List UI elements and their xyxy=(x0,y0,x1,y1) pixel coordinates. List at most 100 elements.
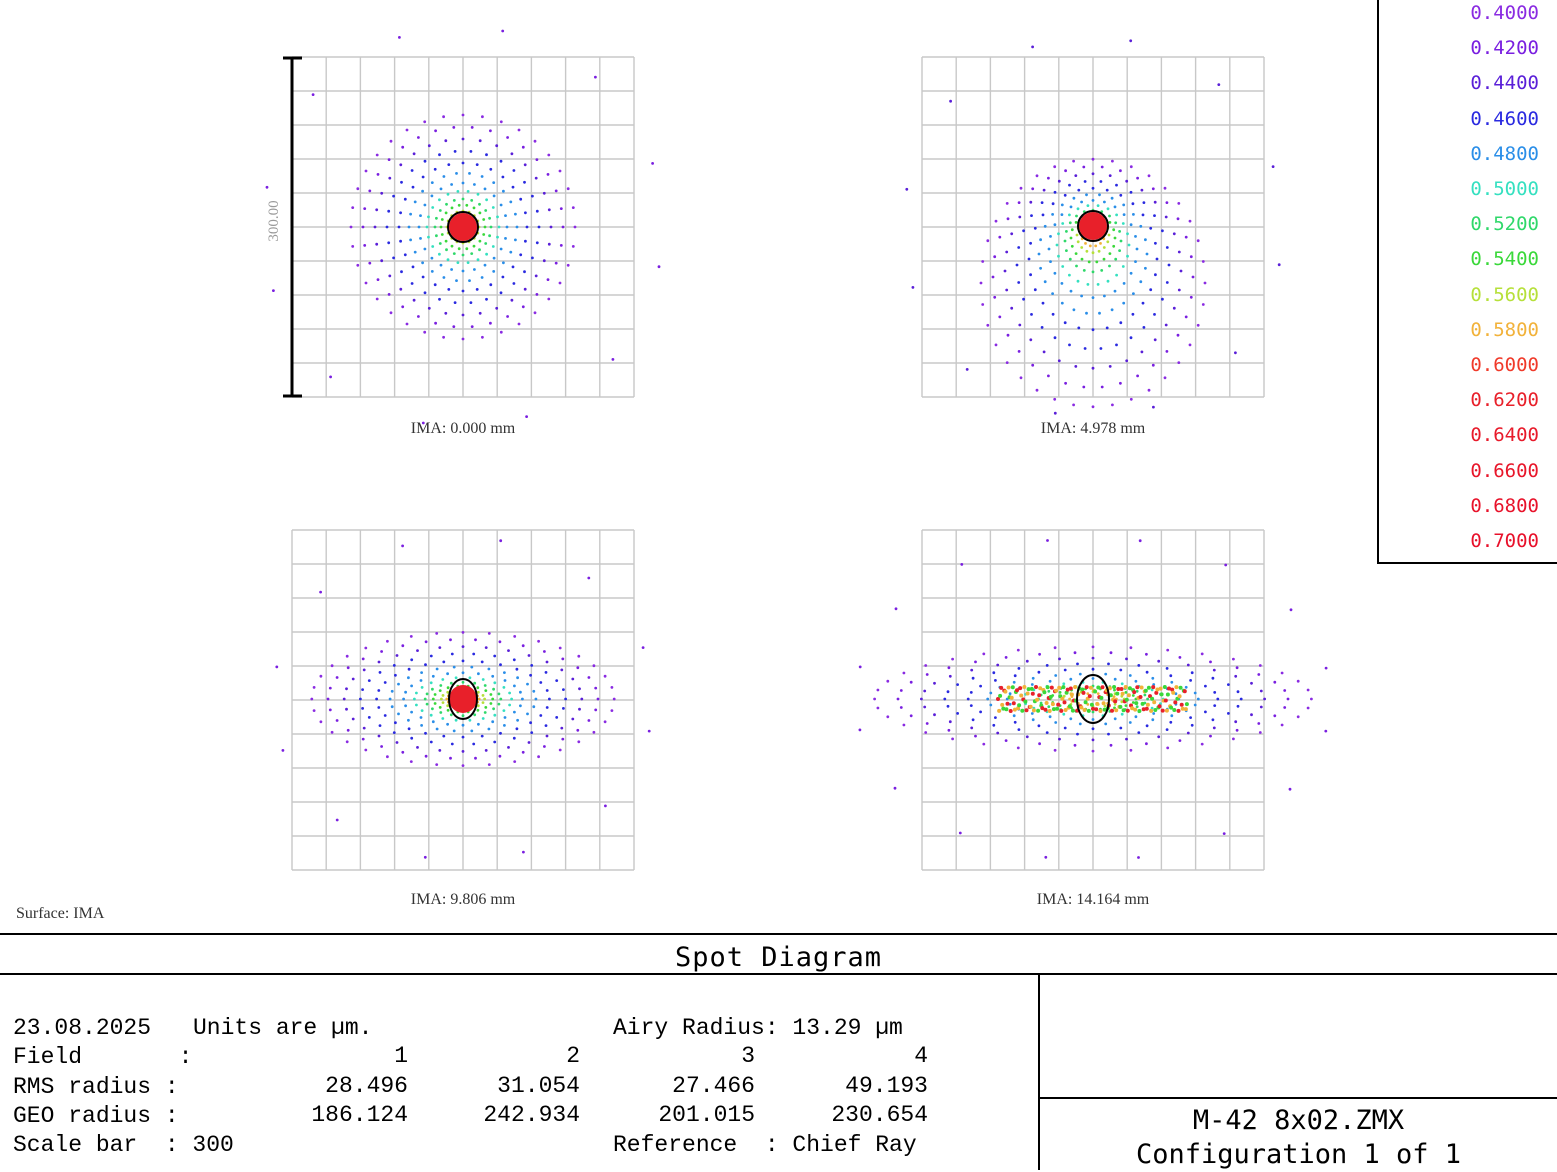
spot-dot xyxy=(469,301,473,304)
spot-dot xyxy=(361,707,364,710)
spot-dot xyxy=(970,726,974,730)
spot-dot xyxy=(1045,731,1049,734)
spot-dot xyxy=(1004,656,1008,659)
spot-dot xyxy=(431,720,435,724)
spot-dot xyxy=(493,654,497,658)
spot-dot xyxy=(1059,708,1064,713)
spot-dot xyxy=(1114,708,1119,713)
spot-dot xyxy=(545,734,549,738)
spot-dot xyxy=(1113,289,1117,293)
spot-dot xyxy=(1288,787,1292,791)
spot-dot xyxy=(1063,668,1067,672)
rms-1: 28.496 xyxy=(325,1073,408,1099)
spot-dot xyxy=(1012,707,1017,712)
spot-dot xyxy=(1088,685,1093,690)
spot-dot xyxy=(960,563,964,566)
spot-dot xyxy=(1151,685,1156,690)
spot-dot xyxy=(375,208,379,212)
spot-dot xyxy=(452,665,456,669)
spot-dot xyxy=(562,688,565,691)
spot-dot xyxy=(423,697,427,701)
spot-dot xyxy=(1015,688,1019,693)
spot-dot xyxy=(487,763,491,766)
spot-dot xyxy=(449,713,453,717)
spot-dot xyxy=(1174,685,1179,690)
spot-dot xyxy=(499,731,502,735)
spot-dot xyxy=(450,183,453,186)
spot-dot xyxy=(949,99,952,103)
spot-dot xyxy=(1306,706,1310,710)
spot-dot xyxy=(1150,688,1154,692)
spot-dot xyxy=(1118,230,1121,233)
spot-dot xyxy=(1106,207,1110,211)
spot-dot xyxy=(497,692,501,696)
spot-dot xyxy=(1070,244,1074,248)
spot-dot xyxy=(478,311,482,315)
spot-dot xyxy=(513,710,516,714)
spot-dot xyxy=(1072,159,1075,163)
spot-dot xyxy=(577,740,581,744)
spot-dot xyxy=(523,287,527,291)
spot-dot xyxy=(1119,169,1122,173)
spot-dot xyxy=(1073,743,1077,747)
spot-dot xyxy=(1036,708,1041,713)
spot-dot xyxy=(312,686,316,689)
spot-dot xyxy=(425,702,429,706)
spot-dot xyxy=(1107,662,1110,666)
spot-dot xyxy=(1091,251,1095,255)
spot-dot xyxy=(554,261,558,265)
spot-dot xyxy=(1081,690,1086,695)
spot-dot xyxy=(472,206,476,210)
spot-dot xyxy=(899,689,903,692)
spot-dot xyxy=(1096,685,1101,690)
spot-dot xyxy=(438,689,442,692)
spot-dot xyxy=(1161,297,1164,301)
spot-dot xyxy=(484,646,488,649)
spot-dot xyxy=(592,730,596,734)
spot-dot xyxy=(523,270,526,274)
spot-dot xyxy=(1029,200,1033,204)
spot-dot xyxy=(521,305,525,309)
spot-dot xyxy=(402,697,405,701)
spot-dot xyxy=(1030,691,1035,696)
spot-dot xyxy=(483,263,487,267)
spot-dot xyxy=(1040,201,1044,205)
spot-dot xyxy=(433,283,437,287)
spot-dot xyxy=(1097,249,1101,253)
spot-dot xyxy=(392,664,396,667)
spot-dot xyxy=(1105,188,1109,192)
spot-dot xyxy=(534,697,538,701)
spot-dot xyxy=(1053,336,1057,340)
spot-dot xyxy=(452,729,456,733)
spot-dot xyxy=(925,722,929,725)
spot-dot xyxy=(481,678,485,681)
spot-dot xyxy=(1113,677,1117,681)
spot-dot xyxy=(1091,738,1095,742)
spot-dot xyxy=(1086,703,1090,706)
spot-dot xyxy=(423,855,427,859)
spot-dot xyxy=(415,691,418,695)
spot-dot xyxy=(1035,697,1040,702)
spot-dot xyxy=(979,710,982,714)
spot-dot xyxy=(446,258,450,262)
spot-dot xyxy=(1173,700,1178,705)
spot-dot xyxy=(399,287,403,291)
spot-dot xyxy=(1119,321,1123,325)
spot-dot xyxy=(1017,703,1022,708)
spot-dot xyxy=(446,722,449,726)
spot-dot xyxy=(1073,685,1078,689)
spot-dot xyxy=(407,718,410,722)
spot-dot xyxy=(560,726,564,730)
spot-dot xyxy=(1053,646,1057,650)
spot-dot xyxy=(502,686,506,689)
spot-dot xyxy=(966,697,970,701)
spot-dot xyxy=(454,718,458,722)
spot-dot xyxy=(397,712,400,716)
spot-dot xyxy=(587,676,591,679)
spot-dot xyxy=(1289,608,1293,612)
spot-dot xyxy=(896,697,900,701)
spot-dot xyxy=(445,202,448,206)
spot-dot xyxy=(657,265,661,269)
spot-dot xyxy=(1010,685,1015,690)
spot-dot xyxy=(1143,693,1147,697)
